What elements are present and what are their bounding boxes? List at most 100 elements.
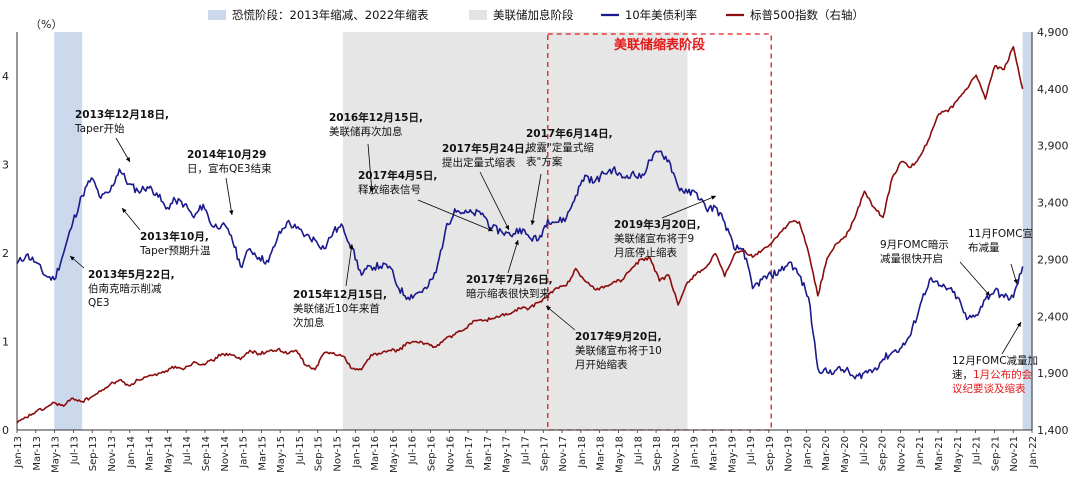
annotation-arrowhead bbox=[488, 227, 493, 232]
annotation-arrowhead bbox=[349, 244, 354, 249]
x-tick-label: Sep-14 bbox=[201, 436, 212, 471]
annotation-text: 2016年12月15日, bbox=[329, 111, 423, 124]
annotation-leader-line bbox=[479, 171, 510, 231]
x-tick-label: Mar-14 bbox=[145, 436, 156, 471]
x-tick-label: Sep-19 bbox=[765, 436, 776, 471]
annotation-arrowhead bbox=[125, 157, 130, 162]
annotation-text: 减量很快开启 bbox=[880, 252, 943, 265]
left-tick-label: 0 bbox=[2, 424, 9, 437]
annotation-text: 披露"定量式缩 bbox=[526, 141, 594, 154]
x-tick-label: Nov-14 bbox=[220, 436, 231, 472]
annotation-leader-line bbox=[1001, 321, 1022, 355]
right-tick-label: 3,900 bbox=[1037, 140, 1069, 153]
x-tick-label: Mar-13 bbox=[32, 436, 43, 471]
x-tick-label: Jul-13 bbox=[69, 436, 80, 465]
annotation: 2013年12月18日,Taper开始 bbox=[74, 108, 169, 163]
annotation-text: 9月FOMC暗示 bbox=[880, 238, 949, 251]
annotation-text: 2015年12月15日, bbox=[293, 288, 387, 301]
annotation-text: 月开始缩表 bbox=[575, 358, 628, 371]
annotation-text: Taper预期升温 bbox=[139, 245, 211, 257]
annotation-arrowhead bbox=[546, 306, 551, 311]
x-tick-label: May-19 bbox=[727, 436, 738, 473]
annotation-text: 2013年12月18日, bbox=[75, 108, 169, 121]
annotation-text: 2017年9月20日, bbox=[575, 330, 662, 343]
annotation-text: 2013年10月, bbox=[140, 230, 209, 243]
right-tick-label: 3,400 bbox=[1037, 197, 1069, 210]
annotation-text: 表"方案 bbox=[526, 155, 563, 168]
x-tick-label: Sep-21 bbox=[990, 436, 1001, 471]
annotation-leader-line bbox=[531, 173, 542, 226]
right-tick-label: 4,400 bbox=[1037, 83, 1069, 96]
x-tick-label: Jul-21 bbox=[972, 436, 983, 465]
x-tick-label: May-20 bbox=[840, 436, 851, 473]
annotation-leader-line bbox=[367, 143, 373, 193]
x-tick-label: Jul-15 bbox=[295, 436, 306, 465]
qt-period-label: 美联储缩表阶段 bbox=[614, 37, 705, 53]
annotation-leader-line bbox=[225, 177, 233, 216]
x-tick-label: Nov-19 bbox=[784, 436, 795, 472]
annotation-leader-line bbox=[507, 239, 519, 274]
x-tick-label: Jan-19 bbox=[690, 436, 701, 469]
annotation-leader-line bbox=[959, 261, 991, 297]
legend-item: 美联储加息阶段 bbox=[469, 8, 574, 22]
annotation-text: 日，宣布QE3结束 bbox=[187, 162, 272, 175]
panic-period-shade bbox=[54, 32, 83, 430]
x-tick-label: Jul-14 bbox=[182, 436, 193, 465]
x-tick-label: Mar-21 bbox=[934, 436, 945, 471]
annotation-leader-line bbox=[417, 199, 494, 232]
annotation-arrowhead bbox=[1013, 279, 1018, 284]
annotation-text: 月底停止缩表 bbox=[614, 246, 677, 259]
annotation-arrowhead bbox=[530, 220, 535, 225]
annotation-text: 12月FOMC减量加 bbox=[952, 355, 1038, 367]
treasury-yield-line bbox=[16, 150, 1024, 380]
shaded-periods bbox=[54, 32, 1033, 430]
x-tick-label: Jul-16 bbox=[408, 436, 419, 465]
x-tick-label: Mar-18 bbox=[596, 436, 607, 471]
legend-label: 恐慌阶段：2013年缩减、2022年缩表 bbox=[232, 8, 429, 22]
x-tick-label: Sep-18 bbox=[652, 436, 663, 471]
annotation: 2013年5月22日,伯南克暗示削减 QE3 bbox=[69, 255, 175, 309]
x-tick-label: Mar-15 bbox=[257, 436, 268, 471]
panic-period-shade bbox=[1022, 32, 1033, 430]
annotation-text: Taper开始 bbox=[74, 122, 125, 135]
axes: 0 1 2 3 4 1,400 1,900 2,400 2,900 3,400 3,900 4,400… bbox=[2, 26, 1069, 473]
annotation: 2016年12月15日,美联储再次加息 bbox=[329, 111, 423, 193]
x-tick-label: May-15 bbox=[276, 436, 287, 473]
annotation-text: 11月FOMC宣 bbox=[968, 227, 1033, 240]
x-tick-label: Sep-20 bbox=[878, 436, 889, 471]
annotation: 2017年5月24日,提出定量式缩表 bbox=[442, 142, 529, 231]
x-tick-label: May-13 bbox=[51, 436, 62, 473]
x-tick-label: Jan-21 bbox=[915, 436, 926, 469]
annotation-text: 美联储宣布将于10 bbox=[575, 344, 662, 357]
right-tick-label: 4,900 bbox=[1037, 26, 1069, 39]
left-tick-label: 3 bbox=[2, 159, 9, 172]
x-tick-label: Sep-13 bbox=[88, 436, 99, 471]
annotation-text: 布减量 bbox=[968, 242, 1000, 254]
annotation-arrowhead bbox=[70, 256, 75, 261]
annotation-arrowhead bbox=[985, 291, 990, 296]
x-tick-label: Nov-13 bbox=[107, 436, 118, 472]
x-tick-label: Mar-17 bbox=[483, 436, 494, 471]
x-tick-label: May-16 bbox=[389, 436, 400, 473]
annotation-text: 2019年3月20日, bbox=[614, 218, 701, 231]
annotation-text: 次加息 bbox=[293, 316, 325, 329]
x-tick-label: Jan-17 bbox=[464, 436, 475, 469]
annotation-leader-line bbox=[661, 195, 717, 219]
annotation-arrowhead bbox=[711, 195, 716, 200]
annotation-leader-line bbox=[345, 243, 353, 287]
x-tick-label: Jan-20 bbox=[802, 436, 813, 469]
annotation: 2013年10月, Taper预期升温 bbox=[121, 207, 211, 257]
x-tick-label: Jan-13 bbox=[13, 436, 24, 469]
x-tick-label: Jan-16 bbox=[351, 436, 362, 469]
x-tick-label: Mar-16 bbox=[370, 436, 381, 471]
x-tick-label: Jul-17 bbox=[521, 436, 532, 465]
x-tick-label: May-21 bbox=[953, 436, 964, 473]
legend-swatch bbox=[469, 10, 487, 20]
right-tick-label: 1,900 bbox=[1037, 367, 1069, 380]
legend-item: 恐慌阶段：2013年缩减、2022年缩表 bbox=[208, 8, 429, 22]
annotation-text: 美联储宣布将于9 bbox=[614, 232, 694, 245]
series-lines bbox=[16, 46, 1024, 424]
